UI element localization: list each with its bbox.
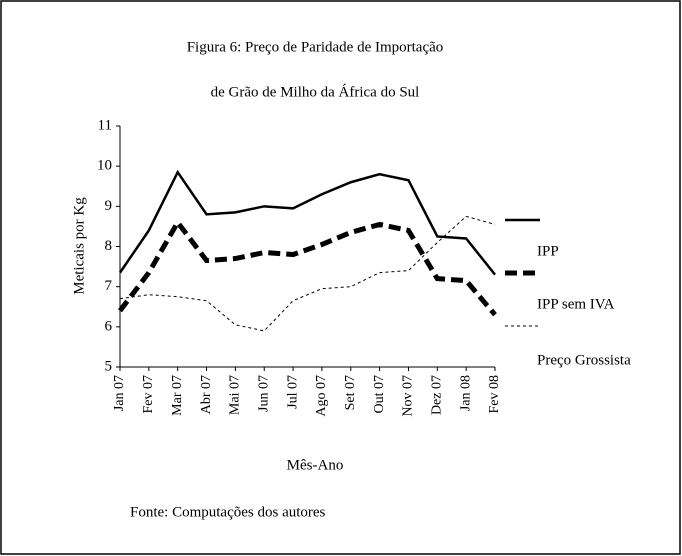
y-tick-label: 5 [105, 358, 113, 374]
x-tick-label: Out 07 [372, 375, 387, 414]
x-tick-label: Jan 08 [458, 375, 473, 411]
series-line [119, 215, 496, 332]
x-tick-label: Jun 07 [256, 375, 271, 412]
source: Fonte: Computações dos autores [130, 504, 326, 520]
y-tick-label: 10 [97, 158, 112, 174]
y-tick-label: 6 [105, 318, 113, 334]
x-tick-label: Mar 07 [170, 375, 185, 416]
chart-title: de Grão de Milho da África do Sul [211, 83, 420, 100]
y-tick-label: 9 [105, 198, 113, 214]
series-line [118, 169, 496, 276]
y-tick-label: 11 [98, 117, 112, 133]
x-tick-label: Fev 07 [141, 375, 156, 414]
x-tick-label: Fev 08 [487, 375, 502, 414]
y-tick-label: 7 [105, 278, 113, 294]
x-tick-label: Jul 07 [285, 375, 300, 409]
chart-title: Figura 6: Preço de Paridade de Importaçã… [187, 39, 444, 55]
legend-label: IPP sem IVA [537, 296, 615, 312]
x-tick-label: Nov 07 [401, 375, 416, 417]
x-axis-label: Mês-Ano [287, 457, 344, 473]
x-tick-label: Jan 07 [112, 375, 127, 411]
x-tick-label: Abr 07 [199, 375, 214, 414]
legend-label: IPP [537, 243, 559, 259]
y-axis-label: Meticais por Kg [71, 197, 87, 295]
x-tick-label: Set 07 [343, 375, 358, 410]
series-line [118, 217, 497, 317]
legend-label: Preço Grossista [537, 352, 631, 368]
x-tick-label: Ago 07 [314, 375, 329, 417]
x-tick-label: Mai 07 [228, 375, 243, 415]
y-tick-label: 8 [105, 238, 113, 254]
x-tick-label: Dez 07 [430, 375, 445, 415]
